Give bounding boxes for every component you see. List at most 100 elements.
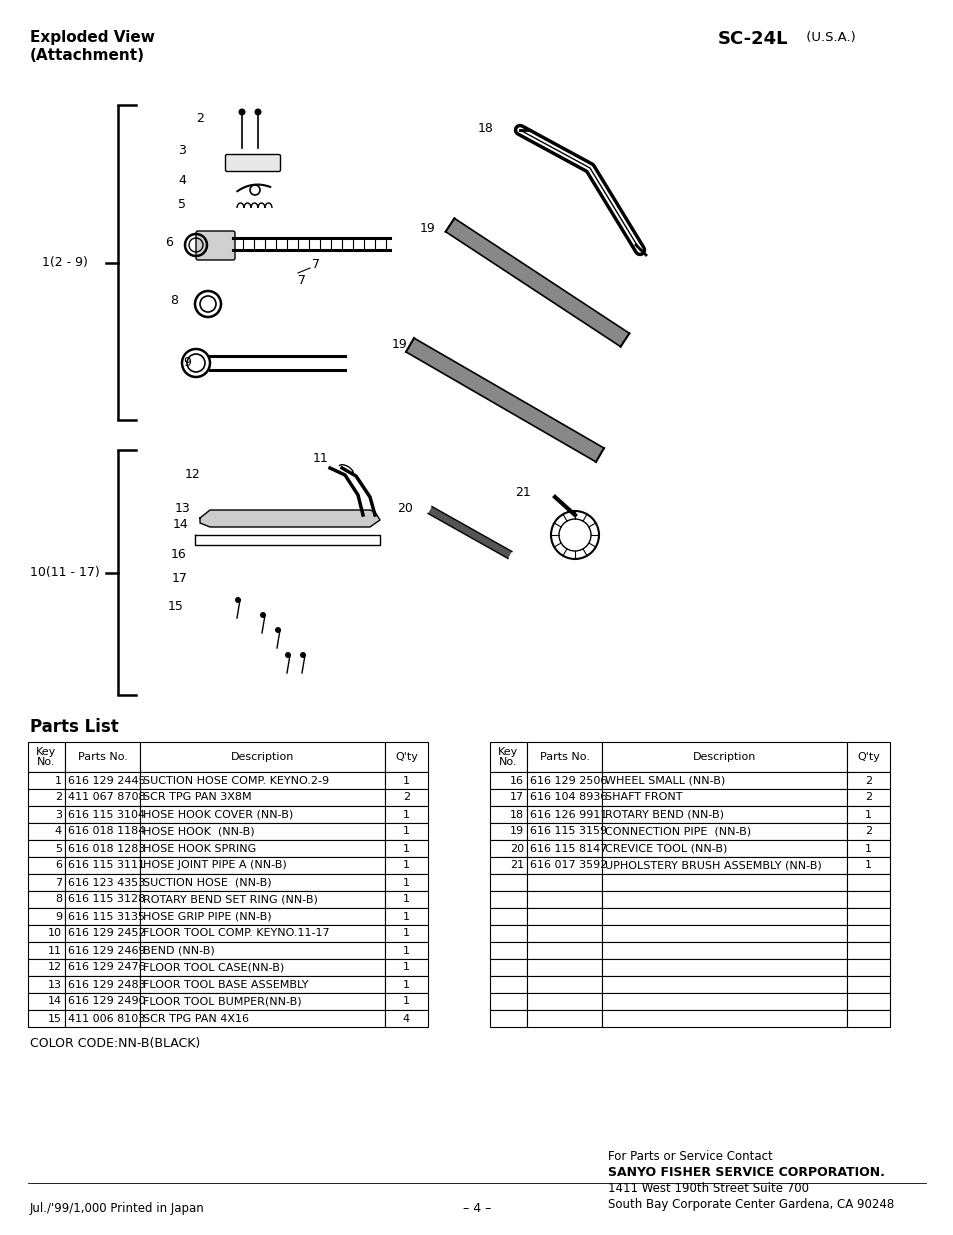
Bar [526, 993, 601, 1010]
Text: 18: 18 [477, 121, 494, 135]
Bar [385, 789, 428, 806]
Text: Q'ty: Q'ty [395, 752, 417, 762]
Text: 13: 13 [174, 501, 191, 515]
Bar [846, 976, 889, 993]
Text: 2: 2 [195, 111, 204, 125]
Bar [526, 890, 601, 908]
Bar [140, 823, 385, 840]
Bar [490, 976, 526, 993]
Text: 616 129 2490: 616 129 2490 [68, 997, 146, 1007]
Text: (U.S.A.): (U.S.A.) [801, 31, 855, 44]
Text: Key
No.: Key No. [36, 747, 56, 767]
Text: SCR TPG PAN 3X8M: SCR TPG PAN 3X8M [143, 793, 252, 803]
Text: HOSE HOOK COVER (NN-B): HOSE HOOK COVER (NN-B) [143, 809, 293, 820]
Bar [601, 823, 846, 840]
Bar [601, 942, 846, 960]
Bar [140, 925, 385, 942]
Text: 1411 West 190th Street Suite 700: 1411 West 190th Street Suite 700 [607, 1182, 808, 1195]
Text: 12: 12 [48, 962, 62, 972]
Bar [601, 840, 846, 857]
Bar [385, 840, 428, 857]
Text: – 4 –: – 4 – [462, 1202, 491, 1215]
Bar [385, 942, 428, 960]
Text: 10(11 - 17): 10(11 - 17) [30, 566, 100, 579]
Text: 4: 4 [178, 173, 186, 186]
Text: FLOOR TOOL BASE ASSEMBLY: FLOOR TOOL BASE ASSEMBLY [143, 979, 308, 989]
Bar [28, 840, 65, 857]
Text: 1: 1 [864, 844, 871, 853]
Bar [601, 925, 846, 942]
Text: 9: 9 [183, 356, 191, 368]
Bar [385, 960, 428, 976]
Text: 1: 1 [402, 946, 410, 956]
Bar [490, 823, 526, 840]
Text: 1: 1 [402, 809, 410, 820]
Text: 1: 1 [402, 962, 410, 972]
Text: 4: 4 [402, 1014, 410, 1024]
Text: 616 018 1184: 616 018 1184 [68, 826, 145, 836]
Bar [65, 1010, 140, 1028]
Text: Exploded View: Exploded View [30, 30, 154, 44]
Bar [28, 806, 65, 823]
Text: 19: 19 [392, 338, 407, 352]
Bar [846, 789, 889, 806]
Bar [526, 942, 601, 960]
Bar [846, 742, 889, 772]
Text: 7: 7 [297, 273, 306, 287]
Bar [526, 857, 601, 874]
Text: 11: 11 [313, 452, 329, 464]
Bar [28, 960, 65, 976]
Text: 1(2 - 9): 1(2 - 9) [42, 256, 88, 269]
Bar [28, 908, 65, 925]
Text: Q'ty: Q'ty [856, 752, 879, 762]
Bar [490, 960, 526, 976]
Text: 6: 6 [165, 236, 172, 249]
Bar [601, 890, 846, 908]
Text: 411 067 8708: 411 067 8708 [68, 793, 146, 803]
Bar [490, 908, 526, 925]
Polygon shape [406, 338, 603, 462]
Bar [140, 993, 385, 1010]
Text: 616 115 3128: 616 115 3128 [68, 894, 145, 904]
Text: 16: 16 [171, 547, 187, 561]
Text: 8: 8 [55, 894, 62, 904]
Bar [28, 857, 65, 874]
Polygon shape [428, 506, 512, 558]
Text: SUCTION HOSE  (NN-B): SUCTION HOSE (NN-B) [143, 878, 272, 888]
Bar [385, 890, 428, 908]
Bar [846, 823, 889, 840]
Text: 15: 15 [168, 600, 184, 614]
Text: 1: 1 [402, 929, 410, 939]
Bar [65, 874, 140, 890]
Bar [526, 1010, 601, 1028]
Bar [846, 857, 889, 874]
Text: 616 115 3111: 616 115 3111 [68, 861, 145, 871]
Text: 2: 2 [55, 793, 62, 803]
Text: HOSE JOINT PIPE A (NN-B): HOSE JOINT PIPE A (NN-B) [143, 861, 287, 871]
Text: 17: 17 [172, 572, 188, 584]
FancyBboxPatch shape [195, 231, 234, 261]
Bar [385, 806, 428, 823]
Text: 616 126 9911: 616 126 9911 [530, 809, 607, 820]
Bar [601, 960, 846, 976]
Bar [140, 908, 385, 925]
Text: 13: 13 [48, 979, 62, 989]
Text: 616 129 2483: 616 129 2483 [68, 979, 146, 989]
Text: 1: 1 [402, 979, 410, 989]
Bar [385, 908, 428, 925]
Bar [65, 960, 140, 976]
Text: 1: 1 [402, 776, 410, 785]
Bar [490, 772, 526, 789]
Text: SCR TPG PAN 4X16: SCR TPG PAN 4X16 [143, 1014, 249, 1024]
Bar [490, 857, 526, 874]
Bar [65, 789, 140, 806]
Text: UPHOLSTERY BRUSH ASSEMBLY (NN-B): UPHOLSTERY BRUSH ASSEMBLY (NN-B) [604, 861, 821, 871]
Text: South Bay Corporate Center Gardena, CA 90248: South Bay Corporate Center Gardena, CA 9… [607, 1198, 893, 1212]
Bar [28, 942, 65, 960]
Circle shape [254, 109, 261, 116]
Bar [65, 890, 140, 908]
Bar [601, 742, 846, 772]
Bar [140, 857, 385, 874]
Bar [65, 925, 140, 942]
Text: 16: 16 [510, 776, 523, 785]
